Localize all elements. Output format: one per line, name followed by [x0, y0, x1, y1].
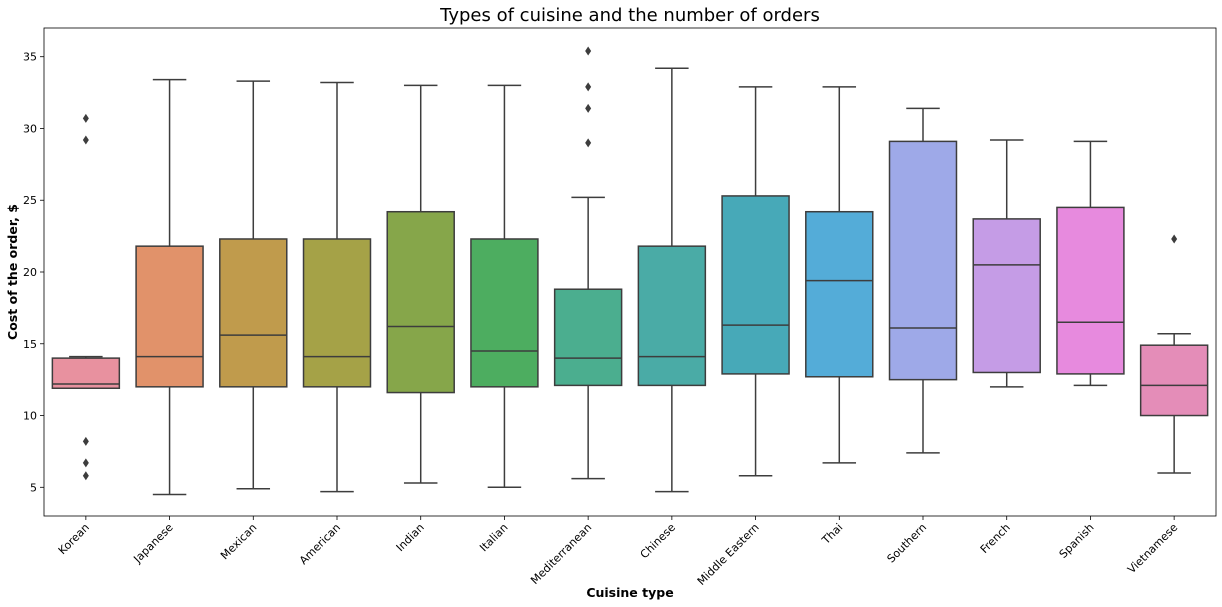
x-tick-label: Italian — [477, 521, 510, 554]
y-tick-label: 10 — [23, 410, 37, 423]
box-body — [470, 238, 539, 388]
box-body — [888, 140, 958, 381]
outlier-point — [82, 458, 89, 468]
box-spanish — [1056, 140, 1125, 387]
plot-area — [43, 27, 1217, 517]
y-tick-label: 25 — [23, 194, 37, 207]
box-middle-eastern — [721, 86, 790, 477]
x-tick-label: French — [978, 521, 1013, 556]
box-body — [805, 210, 874, 378]
chart-title: Types of cuisine and the number of order… — [439, 5, 820, 26]
x-tick-label: American — [297, 521, 343, 567]
box-mediterranean — [553, 46, 623, 480]
outlier-point — [82, 113, 89, 123]
x-tick-label: Vietnamese — [1125, 521, 1180, 576]
box-japanese — [135, 78, 204, 496]
x-tick-label: Thai — [819, 521, 846, 548]
y-tick-label: 30 — [23, 122, 37, 135]
y-tick-label: 35 — [23, 51, 37, 64]
x-tick-label: Indian — [394, 521, 427, 554]
outlier-point — [82, 135, 89, 145]
box-body — [1139, 344, 1209, 417]
box-body — [219, 238, 288, 388]
box-thai — [805, 86, 874, 464]
outlier-point — [82, 436, 89, 446]
outlier-point — [585, 138, 592, 148]
outlier-point — [585, 46, 592, 56]
box-body — [637, 245, 707, 387]
box-body — [972, 218, 1041, 374]
box-body — [721, 195, 790, 375]
outlier-point — [1171, 234, 1178, 244]
x-tick-label: Chinese — [638, 521, 678, 561]
box-southern — [888, 107, 958, 454]
box-body — [1056, 206, 1125, 375]
x-tick-label: Mexican — [218, 521, 259, 562]
y-axis-label: Cost of the order, $ — [5, 204, 20, 340]
box-italian — [470, 84, 539, 489]
x-tick-label: Spanish — [1057, 521, 1097, 561]
box-chinese — [637, 67, 707, 493]
x-tick-label: Mediterranean — [528, 521, 594, 587]
x-tick-label: Southern — [885, 521, 930, 566]
box-korean — [51, 113, 121, 481]
box-american — [302, 81, 372, 493]
box-body — [302, 238, 372, 388]
box-body — [135, 245, 204, 388]
box-vietnamese — [1139, 234, 1209, 474]
box-mexican — [219, 80, 288, 490]
y-axis: 5 10 15 20 25 30 35 — [23, 51, 44, 494]
box-body — [553, 288, 623, 387]
y-tick-label: 15 — [23, 338, 37, 351]
box-body — [386, 210, 455, 394]
box-indian — [386, 84, 455, 484]
x-tick-label: Japanese — [130, 521, 175, 566]
y-tick-label: 5 — [30, 481, 37, 494]
x-axis-label: Cuisine type — [586, 585, 673, 600]
y-tick-label: 20 — [23, 266, 37, 279]
outlier-point — [82, 471, 89, 481]
x-tick-label: Middle Eastern — [695, 521, 762, 588]
x-axis: Korean Japanese Mexican American Indian Itali… — [56, 516, 1180, 588]
outlier-point — [585, 82, 592, 92]
box-french — [972, 139, 1041, 388]
x-tick-label: Korean — [56, 521, 92, 557]
outlier-point — [585, 103, 592, 113]
